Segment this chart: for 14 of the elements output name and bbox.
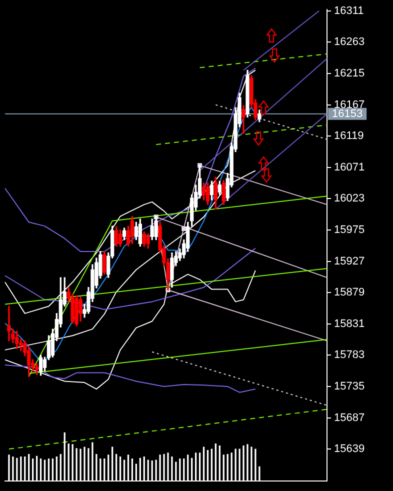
y-tick-label: 15639 [334, 443, 365, 456]
y-tick-label: 15831 [334, 318, 365, 330]
y-tick-label: 16263 [334, 36, 365, 48]
y-tick-label: 16023 [334, 192, 365, 205]
y-tick-label: 15975 [334, 224, 365, 236]
y-tick-label: 16119 [334, 130, 364, 142]
y-tick-label: 15783 [334, 349, 365, 362]
y-tick-label: 16215 [334, 68, 365, 80]
y-tick-label: 15927 [334, 255, 365, 268]
y-tick-label: 15735 [334, 380, 365, 392]
y-tick-label: 15879 [334, 286, 365, 299]
y-tick-label: 15687 [334, 412, 365, 424]
y-tick-label: 16071 [334, 161, 365, 174]
y-tick-label: 16311 [334, 4, 364, 17]
